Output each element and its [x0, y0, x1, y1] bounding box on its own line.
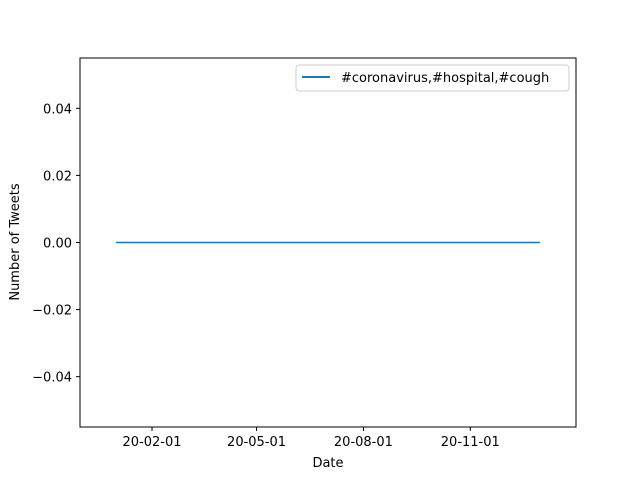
x-axis-ticks: 20-02-01 20-05-01 20-08-01 20-11-01 — [123, 427, 500, 450]
y-axis-ticks: 0.04 0.02 0.00 −0.02 −0.04 — [32, 102, 80, 386]
legend-label: #coronavirus,#hospital,#cough — [341, 71, 549, 86]
legend: #coronavirus,#hospital,#cough — [295, 64, 570, 92]
y-axis-label: Number of Tweets — [8, 183, 23, 301]
y-tick-label: −0.04 — [32, 371, 72, 386]
x-tick-label: 20-02-01 — [123, 435, 182, 450]
legend-box — [295, 64, 570, 92]
y-tick-label: 0.02 — [43, 169, 72, 184]
x-axis-label: Date — [312, 456, 343, 471]
x-tick-label: 20-08-01 — [334, 435, 393, 450]
x-tick-label: 20-05-01 — [227, 435, 286, 450]
y-tick-label: −0.02 — [32, 304, 72, 319]
y-tick-label: 0.00 — [43, 237, 72, 252]
y-tick-label: 0.04 — [43, 102, 72, 117]
x-tick-label: 20-11-01 — [441, 435, 500, 450]
